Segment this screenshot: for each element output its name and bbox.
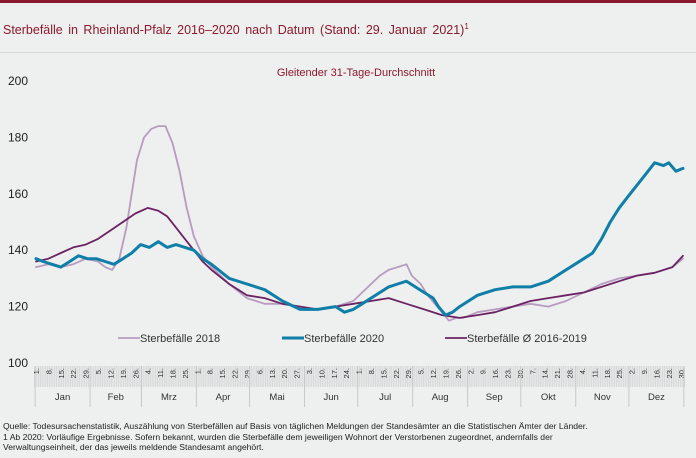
week-tick-label: 10. <box>317 368 326 378</box>
week-tick-label: 11. <box>156 368 165 378</box>
week-tick-label: 26. <box>454 368 463 378</box>
y-tick-label: 200 <box>8 74 28 88</box>
month-label: Mrz <box>161 392 177 403</box>
legend: Sterbefälle 2018 Sterbefälle 2020 Sterbefä… <box>118 333 587 345</box>
week-tick-label: 11. <box>590 368 599 378</box>
week-tick-label: 19. <box>441 368 450 378</box>
month-label: Sep <box>486 392 503 403</box>
series-line-avg <box>35 206 684 319</box>
y-tick-label: 160 <box>8 187 28 201</box>
week-tick-label: 9. <box>640 368 649 374</box>
week-tick-label: 21. <box>553 368 562 378</box>
month-label: Jan <box>55 392 70 403</box>
week-tick-label: 3. <box>305 368 314 374</box>
week-tick-label: 1. <box>355 368 364 374</box>
week-tick-label: 5. <box>417 368 426 374</box>
legend-label-s2020: Sterbefälle 2020 <box>304 333 384 345</box>
month-label: Mai <box>269 392 284 403</box>
series-line-s2020 <box>34 161 685 317</box>
week-tick-label: 22. <box>231 368 240 378</box>
week-tick-label: 5. <box>94 368 103 374</box>
week-tick-label: 2. <box>466 368 475 374</box>
footnote-1: 1 Ab 2020: Vorläufige Ergebnisse. Sofern… <box>3 431 553 442</box>
week-tick-label: 1. <box>193 368 202 374</box>
month-label: Feb <box>108 392 124 403</box>
week-tick-label: 4. <box>144 368 153 374</box>
y-tick-label: 180 <box>8 130 28 144</box>
week-tick-label: 6. <box>255 368 264 374</box>
month-label: Jul <box>379 392 391 403</box>
week-tick-label: 29. <box>82 368 91 378</box>
y-axis: 100 120 140 160 180 200 <box>8 74 28 370</box>
source-note: Quelle: Todesursachenstatistik, Auszählu… <box>3 421 588 431</box>
week-tick-label: 29. <box>243 368 252 378</box>
week-tick-label: 27. <box>293 368 302 378</box>
week-tick-label: 15. <box>57 368 66 378</box>
week-tick-label: 17. <box>330 368 339 378</box>
week-tick-label: 15. <box>218 368 227 378</box>
week-tick-label: 7. <box>528 368 537 374</box>
month-label: Okt <box>541 392 556 403</box>
month-label: Nov <box>594 392 611 403</box>
week-tick-label: 25. <box>615 368 624 378</box>
y-tick-label: 100 <box>8 356 28 370</box>
week-tick-label: 20. <box>280 368 289 378</box>
month-label: Jun <box>323 392 338 403</box>
title-footnote-marker: 1 <box>464 22 469 31</box>
week-tick-label: 14. <box>541 368 550 378</box>
y-tick-label: 140 <box>8 243 28 257</box>
week-tick-label: 12. <box>429 368 438 378</box>
line-chart: Gleitender 31-Tage-Durchschnitt 100 120 14… <box>8 67 686 407</box>
week-tick-label: 28. <box>566 368 575 378</box>
week-tick-label: 15. <box>379 368 388 378</box>
week-tick-label: 8. <box>44 368 53 374</box>
footnotes: Quelle: Todesursachenstatistik, Auszählu… <box>3 421 588 453</box>
week-tick-label: 29. <box>404 368 413 378</box>
page-title: Sterbefälle in Rheinland-Pfalz 2016–2020… <box>3 22 469 37</box>
week-tick-label: 18. <box>603 368 612 378</box>
week-tick-label: 23. <box>504 368 513 378</box>
week-tick-label: 2. <box>628 368 637 374</box>
week-tick-label: 18. <box>168 368 177 378</box>
y-tick-label: 120 <box>8 300 28 314</box>
month-label: Apr <box>216 392 231 403</box>
week-tick-label: 23. <box>665 368 674 378</box>
week-tick-label: 1. <box>32 368 41 374</box>
series-lines <box>34 125 685 322</box>
week-tick-label: 9. <box>479 368 488 374</box>
week-tick-label: 24. <box>342 368 351 378</box>
month-label: Aug <box>432 392 449 403</box>
week-tick-label: 22. <box>69 368 78 378</box>
week-tick-label: 25. <box>181 368 190 378</box>
week-tick-label: 30. <box>677 368 686 378</box>
week-tick-label: 16. <box>652 368 661 378</box>
title-text: Sterbefälle in Rheinland-Pfalz 2016–2020… <box>3 23 465 38</box>
week-tick-label: 22. <box>392 368 401 378</box>
week-tick-label: 19. <box>119 368 128 378</box>
week-tick-label: 4. <box>578 368 587 374</box>
week-tick-label: 16. <box>491 368 500 378</box>
week-tick-label: 12. <box>106 368 115 378</box>
week-tick-label: 26. <box>131 368 140 378</box>
month-label: Dez <box>648 392 665 403</box>
legend-label-avg: Sterbefälle Ø 2016-2019 <box>467 333 587 345</box>
week-tick-label: 8. <box>367 368 376 374</box>
title-divider <box>0 52 696 53</box>
footnote-1-cont: Verwaltungseinheit, der das jeweils meld… <box>3 442 264 452</box>
week-tick-label: 8. <box>206 368 215 374</box>
top-accent-bar <box>0 0 696 3</box>
week-tick-label: 13. <box>268 368 277 378</box>
legend-label-s2018: Sterbefälle 2018 <box>140 333 220 345</box>
chart-title: Gleitender 31-Tage-Durchschnitt <box>277 67 435 79</box>
